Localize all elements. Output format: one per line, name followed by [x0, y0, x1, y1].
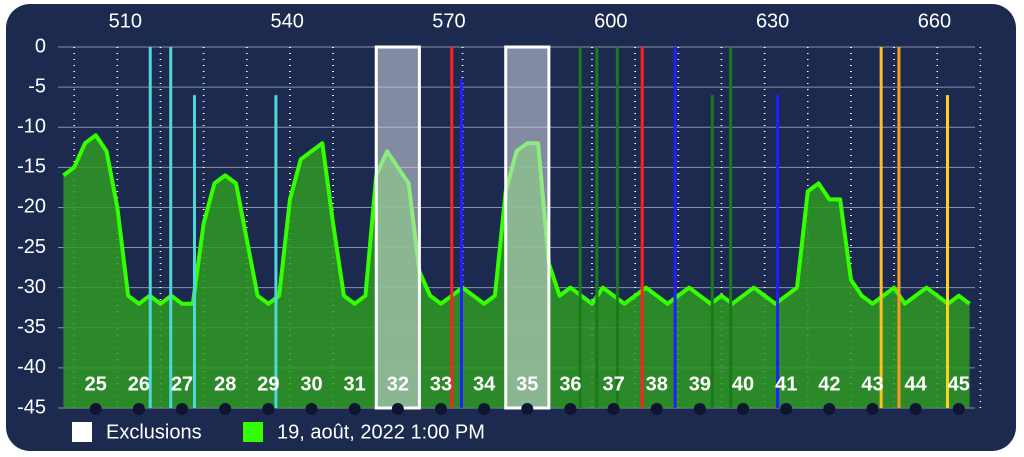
channel-dot — [262, 403, 275, 415]
signal-marker — [673, 47, 677, 408]
signal-marker — [945, 95, 949, 408]
channel-dot — [219, 403, 232, 415]
x-tick-label: 570 — [432, 10, 465, 32]
channel-label: 29 — [257, 373, 279, 395]
channel-dot — [866, 403, 879, 415]
channel-dot — [132, 403, 145, 415]
channel-label: 40 — [732, 373, 754, 395]
channel-dot — [564, 403, 577, 415]
signal-marker — [897, 47, 901, 408]
channel-dot — [780, 403, 793, 415]
channel-label: 43 — [861, 373, 883, 395]
x-tick-label: 510 — [109, 10, 142, 32]
y-tick-label: -15 — [17, 156, 46, 178]
signal-marker — [729, 47, 733, 408]
channel-label: 26 — [128, 373, 150, 395]
signal-marker — [459, 79, 463, 408]
signal-marker — [148, 47, 152, 408]
y-tick-label: -40 — [17, 356, 46, 378]
channel-dot — [521, 403, 534, 415]
channel-label: 42 — [818, 373, 840, 395]
channel-label: 30 — [300, 373, 322, 395]
x-tick-label: 630 — [756, 10, 789, 32]
channel-label: 34 — [473, 373, 496, 395]
signal-marker — [640, 47, 644, 408]
channel-dot — [737, 403, 750, 415]
channel-dot — [952, 403, 965, 415]
y-tick-label: -25 — [17, 236, 46, 258]
channel-dot — [176, 403, 189, 415]
signal-marker — [578, 47, 582, 408]
channel-label: 36 — [559, 373, 581, 395]
channel-label: 41 — [775, 373, 797, 395]
y-tick-label: -45 — [17, 396, 46, 418]
y-tick-label: -20 — [17, 196, 46, 218]
channel-label: 27 — [171, 373, 193, 395]
signal-marker — [595, 47, 599, 408]
channel-label: 38 — [646, 373, 668, 395]
channel-label: 35 — [516, 373, 538, 395]
channel-label: 28 — [214, 373, 236, 395]
signal-marker — [169, 47, 173, 408]
exclusion — [374, 45, 421, 410]
y-tick-label: -5 — [28, 75, 46, 97]
channel-dot — [305, 403, 318, 415]
x-tick-label: 540 — [270, 10, 303, 32]
channel-dot — [909, 403, 922, 415]
channel-label: 37 — [602, 373, 624, 395]
x-tick-label: 660 — [918, 10, 951, 32]
y-tick-label: -30 — [17, 276, 46, 298]
channel-dot — [434, 403, 447, 415]
signal-marker — [776, 95, 780, 408]
signal-marker — [879, 47, 883, 408]
channel-label: 31 — [344, 373, 366, 395]
channel-dot — [478, 403, 491, 415]
y-tick-label: 0 — [35, 35, 46, 57]
channel-label: 45 — [948, 373, 970, 395]
channel-dot — [391, 403, 404, 415]
signal-marker — [615, 47, 619, 408]
channel-label: 32 — [387, 373, 409, 395]
signal-marker — [192, 95, 196, 408]
legend-swatch — [72, 422, 92, 442]
channel-dot — [823, 403, 836, 415]
channel-label: 44 — [905, 373, 928, 395]
y-tick-label: -35 — [17, 316, 46, 338]
x-tick-label: 600 — [594, 10, 627, 32]
channel-label: 25 — [85, 373, 107, 395]
channel-dot — [89, 403, 102, 415]
signal-marker — [710, 95, 714, 408]
legend-label: 19, août, 2022 1:00 PM — [277, 421, 485, 443]
channel-dot — [607, 403, 620, 415]
channel-label: 39 — [689, 373, 711, 395]
channel-dot — [348, 403, 361, 415]
channel-dot — [650, 403, 663, 415]
channel-dot — [693, 403, 706, 415]
signal-marker — [450, 47, 454, 408]
legend-swatch — [243, 422, 263, 442]
exclusion — [504, 45, 551, 410]
legend-label: Exclusions — [106, 421, 202, 443]
y-tick-label: -10 — [17, 116, 46, 138]
signal-marker — [274, 95, 278, 408]
channel-label: 33 — [430, 373, 452, 395]
